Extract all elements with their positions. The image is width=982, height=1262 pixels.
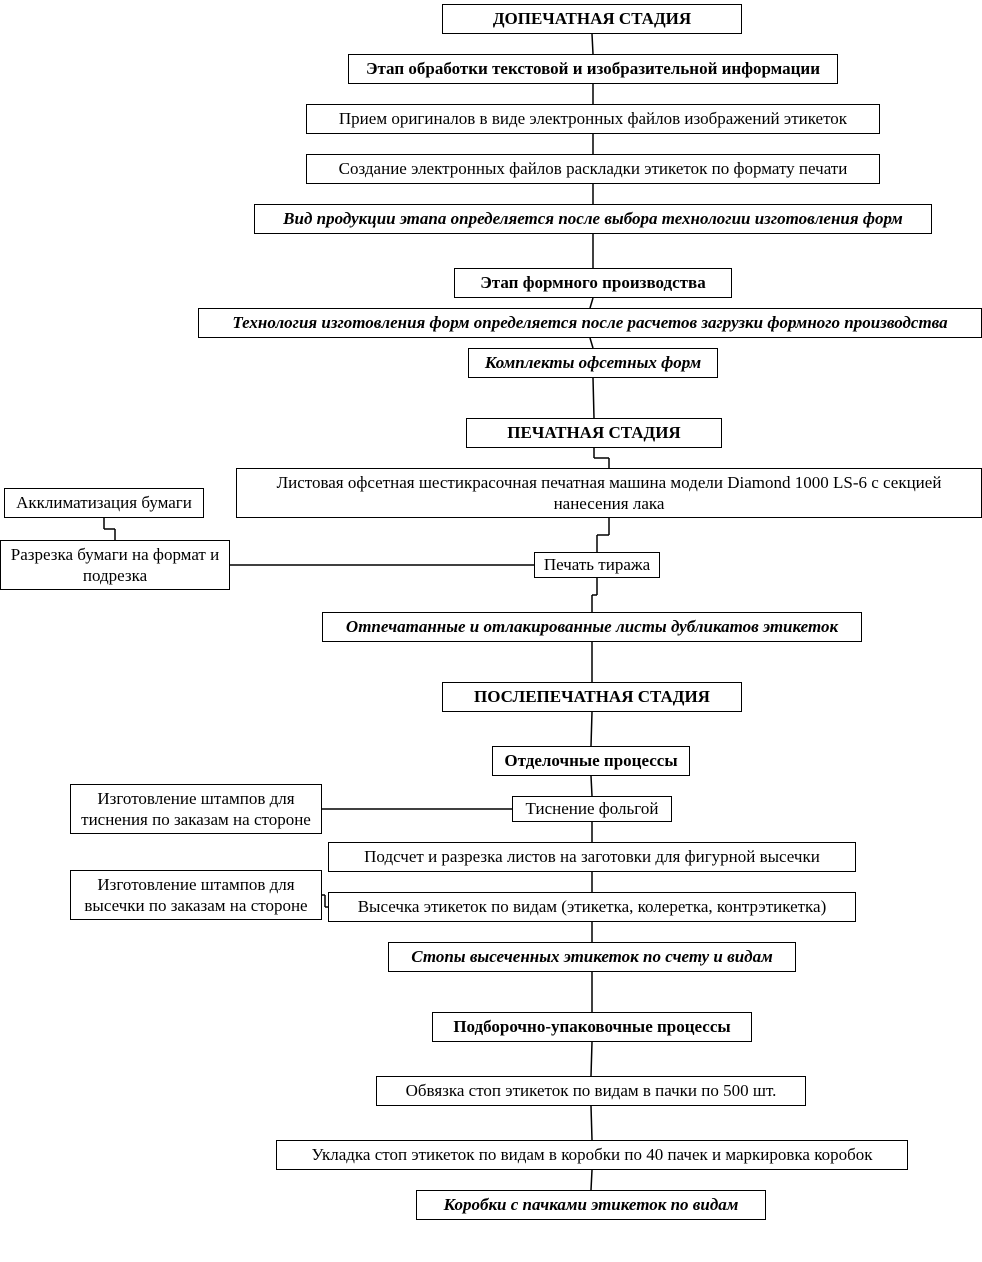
flow-node-n1: ДОПЕЧАТНАЯ СТАДИЯ (442, 4, 742, 34)
flow-node-n23: Подборочно-упаковочные процессы (432, 1012, 752, 1042)
flow-node-n12: Разрезка бумаги на формат и подрезка (0, 540, 230, 590)
flow-node-n10: Листовая офсетная шестикрасочная печатна… (236, 468, 982, 518)
flow-node-n8: Комплекты офсетных форм (468, 348, 718, 378)
flow-node-n16: Отделочные процессы (492, 746, 690, 776)
flowchart-canvas: ДОПЕЧАТНАЯ СТАДИЯ Этап обработки текстово… (0, 0, 982, 1262)
flow-node-n7: Технология изготовления форм определяетс… (198, 308, 982, 338)
flow-node-n25: Укладка стоп этикеток по видам в коробки… (276, 1140, 908, 1170)
flow-node-n13: Печать тиража (534, 552, 660, 578)
flow-node-n14: Отпечатанные и отлакированные листы дубл… (322, 612, 862, 642)
flow-node-n18: Изготовление штампов для тиснения по зак… (70, 784, 322, 834)
flow-node-n6: Этап формного производства (454, 268, 732, 298)
flow-node-n20: Изготовление штампов для высечки по зака… (70, 870, 322, 920)
flow-node-n5: Вид продукции этапа определяется после в… (254, 204, 932, 234)
flow-node-n15: ПОСЛЕПЕЧАТНАЯ СТАДИЯ (442, 682, 742, 712)
flow-node-n26: Коробки с пачками этикеток по видам (416, 1190, 766, 1220)
flow-node-n4: Создание электронных файлов раскладки эт… (306, 154, 880, 184)
flow-node-n9: ПЕЧАТНАЯ СТАДИЯ (466, 418, 722, 448)
flow-node-n22: Стопы высеченных этикеток по счету и вид… (388, 942, 796, 972)
flow-node-n2: Этап обработки текстовой и изобразительн… (348, 54, 838, 84)
flow-node-n24: Обвязка стоп этикеток по видам в пачки п… (376, 1076, 806, 1106)
flow-node-n21: Высечка этикеток по видам (этикетка, кол… (328, 892, 856, 922)
flow-node-n19: Подсчет и разрезка листов на заготовки д… (328, 842, 856, 872)
flow-node-n3: Прием оригиналов в виде электронных файл… (306, 104, 880, 134)
flow-node-n17: Тиснение фольгой (512, 796, 672, 822)
flow-node-n11: Акклиматизация бумаги (4, 488, 204, 518)
